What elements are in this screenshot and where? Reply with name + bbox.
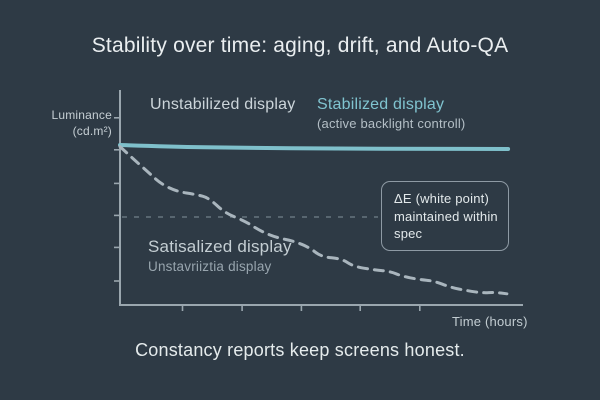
stabilized-solid-line <box>118 143 511 151</box>
delta-e-callout-line2: maintained within <box>394 208 498 224</box>
y-axis-label-line1: Luminance <box>51 108 112 122</box>
unstabilized-series-label: Unstabilized display <box>150 96 296 113</box>
delta-e-callout: ΔE (white point) maintained within spec <box>381 181 509 251</box>
mid-chart-sublabel: Unstavriiztia display <box>148 259 272 274</box>
stabilized-series-label: Stabilized display <box>317 96 445 113</box>
delta-e-callout-line3: spec <box>394 226 423 241</box>
y-axis-label: Luminance (cd.m²) <box>38 107 112 139</box>
stabilized-series-sublabel: (active backlight controll) <box>317 116 466 131</box>
y-axis-label-line2: (cd.m²) <box>72 124 112 138</box>
x-axis-label: Time (hours) <box>452 314 528 329</box>
unstabilized-dashed-line <box>118 145 509 296</box>
caption: Constancy reports keep screens honest. <box>135 340 465 360</box>
mid-chart-label: Satisalized display <box>148 237 292 256</box>
delta-e-callout-line1: ΔE (white point) <box>394 191 489 206</box>
page-title: Stability over time: aging, drift, and A… <box>91 34 509 57</box>
chart-axes <box>119 90 523 306</box>
